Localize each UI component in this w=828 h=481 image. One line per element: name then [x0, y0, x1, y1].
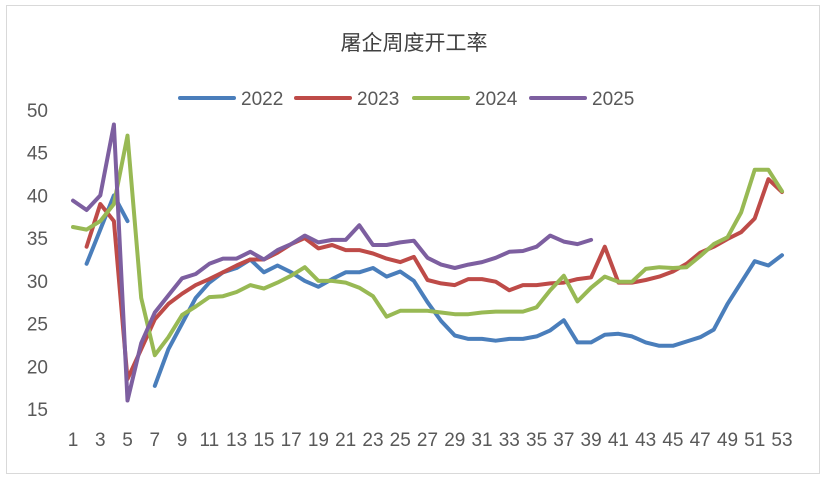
y-tick-label: 45 — [27, 144, 48, 165]
y-tick-label: 15 — [27, 400, 48, 421]
series-line-2024 — [71, 133, 784, 358]
x-tick-label: 11 — [199, 430, 219, 451]
y-tick-label: 25 — [27, 315, 48, 336]
y-tick-label: 50 — [27, 101, 48, 122]
legend-label-2022: 2022 — [241, 89, 283, 110]
x-tick-label: 41 — [608, 430, 629, 451]
x-tick-label: 51 — [744, 430, 765, 451]
x-tick-label: 27 — [417, 430, 438, 451]
y-tick-label: 30 — [27, 272, 48, 293]
legend-label-2023: 2023 — [357, 89, 399, 110]
x-tick-label: 1 — [68, 430, 79, 451]
x-tick-label: 49 — [717, 430, 738, 451]
x-tick-label: 29 — [444, 430, 465, 451]
x-tick-label: 7 — [150, 430, 161, 451]
y-tick-label: 35 — [27, 229, 48, 250]
legend-label-2025: 2025 — [592, 89, 634, 110]
x-tick-label: 21 — [335, 430, 356, 451]
x-tick-label: 9 — [177, 430, 188, 451]
x-tick-label: 19 — [308, 430, 329, 451]
series-line-2025 — [71, 122, 594, 403]
x-tick-label: 43 — [635, 430, 656, 451]
x-tick-label: 35 — [526, 430, 547, 451]
x-tick-label: 15 — [253, 430, 274, 451]
x-tick-label: 33 — [499, 430, 520, 451]
x-tick-label: 53 — [771, 430, 792, 451]
x-tick-label: 5 — [122, 430, 133, 451]
x-tick-label: 17 — [281, 430, 302, 451]
series-line-2022 — [84, 193, 784, 388]
y-tick-label: 20 — [27, 357, 48, 378]
x-tick-label: 47 — [690, 430, 711, 451]
y-tick-label: 40 — [27, 186, 48, 207]
chart-title: 屠企周度开工率 — [340, 31, 488, 55]
x-tick-label: 3 — [95, 430, 106, 451]
x-tick-label: 13 — [226, 430, 247, 451]
x-tick-label: 37 — [553, 430, 574, 451]
x-tick-label: 25 — [390, 430, 411, 451]
x-tick-label: 39 — [581, 430, 602, 451]
series-line-2023 — [84, 177, 784, 382]
legend-label-2024: 2024 — [475, 89, 518, 110]
x-tick-label: 45 — [662, 430, 683, 451]
x-tick-label: 23 — [362, 430, 383, 451]
x-tick-label: 31 — [471, 430, 492, 451]
